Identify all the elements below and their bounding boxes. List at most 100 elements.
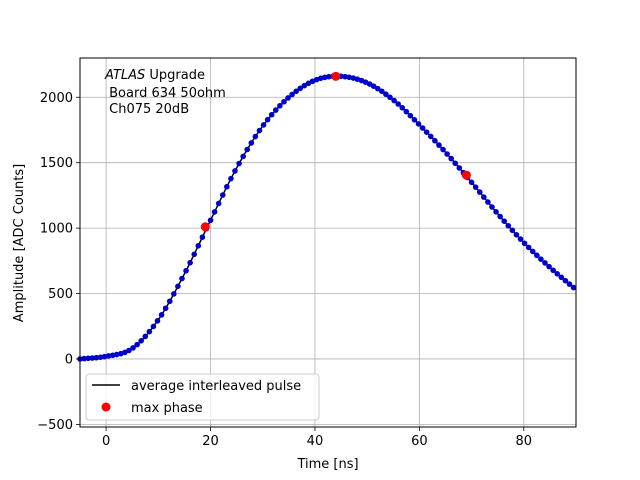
pulse-sample-point xyxy=(370,83,377,89)
pulse-sample-point xyxy=(505,222,512,229)
pulse-sample-point xyxy=(264,116,271,123)
pulse-sample-point xyxy=(207,217,214,224)
pulse-sample-point xyxy=(379,88,385,95)
x-tick-label: 60 xyxy=(411,434,428,449)
pulse-sample-point xyxy=(154,318,161,324)
pulse-sample-point xyxy=(260,122,267,128)
pulse-sample-point xyxy=(301,82,308,89)
pulse-sample-point xyxy=(272,107,279,113)
pulse-sample-point xyxy=(150,323,157,330)
pulse-sample-point xyxy=(481,194,487,200)
pulse-sample-point xyxy=(256,127,263,134)
pulse-sample-point xyxy=(407,112,414,119)
pulse-sample-point xyxy=(215,200,222,207)
pulse-sample-point xyxy=(509,227,516,234)
pulse-sample-point xyxy=(423,129,430,135)
pulse-sample-point xyxy=(456,165,463,171)
pulse-sample-point xyxy=(130,345,136,351)
pulse-sample-point xyxy=(162,305,169,312)
pulse-sample-point xyxy=(415,121,422,127)
x-tick-label: 80 xyxy=(516,434,533,449)
pulse-sample-point xyxy=(476,189,483,195)
pulse-sample-point xyxy=(252,133,259,140)
pulse-sample-point xyxy=(468,179,475,186)
pulse-sample-point xyxy=(171,291,177,297)
pulse-sample-point xyxy=(244,146,251,153)
legend-box xyxy=(85,373,320,421)
pulse-sample-point xyxy=(546,263,552,270)
pulse-sample-point xyxy=(562,277,569,284)
pulse-sample-point xyxy=(134,341,140,348)
pulse-sample-point xyxy=(554,271,561,277)
pulse-sample-point xyxy=(126,347,132,354)
pulse-sample-point xyxy=(566,281,573,287)
pulse-sample-point xyxy=(399,104,406,111)
pulse-sample-point xyxy=(248,140,255,146)
pulse-sample-point xyxy=(538,256,544,262)
pulse-sample-point xyxy=(403,108,410,115)
y-tick-label: −500 xyxy=(37,418,73,433)
pulse-sample-point xyxy=(166,298,173,305)
pulse-sample-point xyxy=(183,267,189,274)
pulse-sample-point xyxy=(432,137,438,144)
pulse-sample-point xyxy=(391,97,397,104)
legend-label-max-phase: max phase xyxy=(131,401,203,416)
pulse-sample-point xyxy=(419,125,426,131)
pulse-sample-point xyxy=(521,240,528,247)
pulse-sample-point xyxy=(199,234,206,240)
max-phase-point xyxy=(200,222,210,232)
annotation-line1: ATLAS Upgrade xyxy=(104,68,205,83)
pulse-sample-point xyxy=(383,91,389,98)
pulse-sample-point xyxy=(513,231,520,238)
pulse-sample-point xyxy=(224,183,230,190)
pulse-sample-point xyxy=(550,267,556,274)
pulse-sample-point xyxy=(427,133,434,140)
pulse-sample-point xyxy=(297,85,304,92)
pulse-sample-point xyxy=(570,284,577,291)
pulse-sample-point xyxy=(146,328,153,335)
y-tick-label: 1500 xyxy=(40,156,73,171)
x-tick-label: 20 xyxy=(202,434,219,449)
pulse-sample-point xyxy=(485,199,491,205)
pulse-sample-point xyxy=(240,153,246,160)
pulse-sample-point xyxy=(558,274,565,281)
pulse-sample-point xyxy=(268,111,275,118)
y-tick-label: 2000 xyxy=(40,91,73,106)
pulse-sample-point xyxy=(387,94,393,101)
y-tick-label: 0 xyxy=(65,352,73,367)
max-phase-point xyxy=(331,71,341,81)
pulse-sample-point xyxy=(289,91,295,98)
pulse-sample-point xyxy=(493,209,499,215)
pulse-sample-point xyxy=(448,155,454,162)
max-phase-point xyxy=(461,170,471,180)
legend-label-average: average interleaved pulse xyxy=(131,379,301,394)
pulse-sample-point xyxy=(517,236,524,242)
pulse-sample-point xyxy=(281,98,287,105)
pulse-sample-point xyxy=(187,259,193,266)
x-axis-label: Time [ns] xyxy=(296,457,358,472)
x-tick-label: 0 xyxy=(102,434,110,449)
pulse-sample-point xyxy=(395,101,401,107)
pulse-sample-point xyxy=(158,312,165,318)
pulse-sample-point xyxy=(211,209,218,215)
pulse-sample-point xyxy=(175,283,181,290)
pulse-sample-point xyxy=(138,338,144,344)
pulse-sample-point xyxy=(89,355,96,361)
pulse-sample-point xyxy=(452,160,459,167)
axis-ticks: 0 20 40 60 80 −500 0 500 1000 1500 2000 xyxy=(37,91,532,449)
pulse-sample-point xyxy=(440,146,446,153)
pulse-sample-point xyxy=(85,355,91,362)
pulse-sample-point xyxy=(472,184,479,190)
pulse-sample-point xyxy=(497,213,503,220)
plot-area xyxy=(77,71,577,362)
plot-frame xyxy=(79,57,577,428)
pulse-sample-point xyxy=(191,251,198,258)
pulse-sample-point xyxy=(436,142,442,148)
pulse-sample-point xyxy=(542,260,548,266)
pulse-sample-point xyxy=(525,244,532,251)
pulse-sample-point xyxy=(326,73,332,80)
y-tick-label: 1000 xyxy=(40,222,73,237)
annotation-line3: Ch075 20dB xyxy=(105,102,189,117)
pulse-sample-point xyxy=(228,175,234,182)
legend-marker-swatch xyxy=(101,402,111,412)
